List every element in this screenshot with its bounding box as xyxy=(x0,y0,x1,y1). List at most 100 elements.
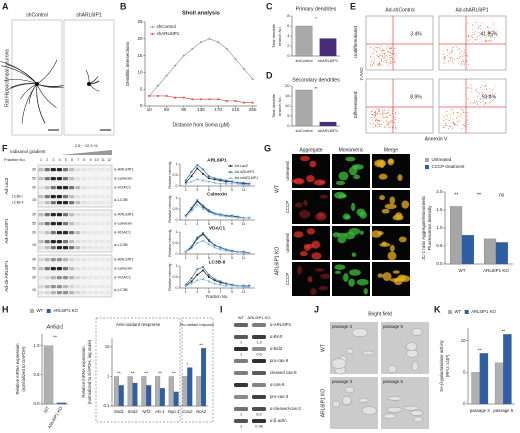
cell-signal xyxy=(306,228,316,235)
significance: ** xyxy=(199,343,203,349)
cell-signal xyxy=(300,155,310,162)
blot-band xyxy=(87,231,93,235)
blot-band xyxy=(50,177,56,181)
blot-band xyxy=(50,267,56,271)
x-tick-label: 7 xyxy=(219,256,221,260)
event-dot xyxy=(378,110,380,112)
event-dot xyxy=(470,91,472,93)
cell-signal xyxy=(371,230,382,238)
blot-band xyxy=(75,195,81,199)
event-dot xyxy=(448,53,450,55)
bar xyxy=(479,353,489,405)
marker xyxy=(242,252,245,254)
label: LC3B-II xyxy=(12,200,24,204)
blot-band xyxy=(44,201,50,205)
blot-band xyxy=(105,240,111,244)
y-tick-label: 15 xyxy=(137,53,143,58)
event-dot xyxy=(389,47,390,49)
event-dot xyxy=(386,64,388,66)
event-dot xyxy=(451,122,453,124)
event-dot xyxy=(382,50,384,52)
blot-band xyxy=(81,186,87,190)
marker xyxy=(236,182,239,185)
blot-band xyxy=(87,285,93,289)
event-dot xyxy=(383,53,385,54)
event-dot xyxy=(381,60,382,62)
y-axis-label: Relative intensity xyxy=(168,195,172,222)
event-dot xyxy=(483,95,485,97)
event-dot xyxy=(377,112,378,114)
bar xyxy=(141,376,147,407)
bar xyxy=(168,376,174,407)
event-dot xyxy=(390,112,392,114)
marker xyxy=(202,179,204,182)
event-dot xyxy=(384,117,386,119)
blot-band xyxy=(62,222,69,226)
panel-letter: C xyxy=(266,1,273,11)
marker xyxy=(225,282,228,285)
significance: ** xyxy=(478,348,482,354)
blot-band xyxy=(38,246,44,250)
blot-band xyxy=(44,258,50,262)
event-dot xyxy=(378,124,380,125)
event-dot xyxy=(369,62,371,64)
blot-band xyxy=(56,222,62,226)
bar xyxy=(56,402,67,405)
marker xyxy=(225,248,228,251)
blot-band xyxy=(234,335,248,339)
event-dot xyxy=(390,126,391,128)
y-axis-label: branch No. xyxy=(277,96,282,116)
x-tick-label: shControl xyxy=(295,58,312,63)
line xyxy=(185,278,250,288)
y-tick-label: 1 xyxy=(107,374,110,379)
label: α-ARL6IP1 xyxy=(114,212,134,217)
event-dot xyxy=(490,40,492,41)
marker xyxy=(190,175,193,178)
label: α-calnexin xyxy=(114,266,132,271)
blot-band xyxy=(38,195,44,199)
event-dot xyxy=(453,124,455,126)
cell-signal xyxy=(349,269,361,276)
event-dot xyxy=(373,49,375,51)
event-dot xyxy=(490,90,492,92)
marker xyxy=(202,278,204,281)
blot-band xyxy=(50,258,56,262)
y-axis-label: SA-β-galactosidase activity xyxy=(439,339,444,392)
marker xyxy=(202,172,205,175)
event-dot xyxy=(395,112,397,113)
event-dot xyxy=(393,121,395,123)
blot-band xyxy=(75,222,81,226)
event-dot xyxy=(392,110,393,112)
event-dot xyxy=(385,60,387,62)
event-dot xyxy=(387,117,389,119)
event-dot xyxy=(462,54,464,56)
x-tick-label: shControl xyxy=(295,128,312,133)
label: 0.6 xyxy=(256,353,261,357)
cell-signal xyxy=(392,214,404,221)
marker xyxy=(208,37,211,40)
marker xyxy=(174,64,177,67)
event-dot xyxy=(395,55,397,57)
label: Iodixanol gradient xyxy=(10,149,46,154)
blot-band xyxy=(75,240,81,244)
blot-band xyxy=(62,258,69,262)
chart-title: Secondary dendrites xyxy=(292,77,340,83)
event-dot xyxy=(394,121,395,123)
x-tick-label: 5 xyxy=(208,188,210,192)
marker xyxy=(190,277,193,279)
blot-band xyxy=(99,246,105,250)
bar xyxy=(503,334,512,405)
event-dot xyxy=(380,61,382,63)
legend-label: Ad-LacZ xyxy=(235,164,249,168)
event-dot xyxy=(461,128,463,130)
blot-band xyxy=(81,168,87,172)
event-dot xyxy=(481,22,483,24)
event-dot xyxy=(379,61,381,63)
event-dot xyxy=(456,112,458,113)
marker xyxy=(231,249,233,252)
cell-signal xyxy=(345,156,356,162)
cell-signal xyxy=(318,285,329,291)
y-tick-label: 1.0 xyxy=(34,343,41,348)
event-dot xyxy=(385,61,387,63)
event-dot xyxy=(477,26,479,28)
